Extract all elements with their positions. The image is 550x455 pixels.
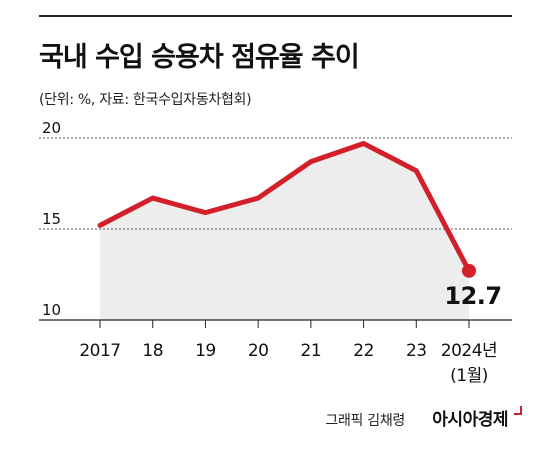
chart-subtitle: (단위: %, 자료: 한국수입자동차협회)	[39, 92, 252, 108]
x-tick-label: 22	[353, 341, 374, 361]
value-label-2024: 12.7	[444, 282, 501, 310]
x-tick-label: 23	[406, 341, 427, 361]
y-tick-label: 20	[42, 119, 61, 137]
top-rule	[39, 15, 512, 17]
data-point-2024	[462, 263, 476, 278]
graphic-credit: 그래픽 김채령	[325, 410, 405, 430]
x-tick-label: 2017	[79, 341, 120, 361]
area-fill	[100, 143, 469, 320]
y-tick-label: 10	[42, 301, 61, 319]
x-tick-label: 19	[195, 341, 216, 361]
x-tick-note: (1월)	[450, 366, 488, 386]
x-tick-label: 20	[248, 341, 269, 361]
brand-logo-text: 아시아경제	[432, 410, 508, 430]
x-tick-label: 18	[142, 341, 163, 361]
x-tick-label: 21	[301, 341, 322, 361]
series-line	[97, 140, 472, 274]
x-tick-label: 2024년	[441, 341, 497, 361]
credit-text: 그래픽 김채령	[325, 413, 405, 429]
chart-title: 국내 수입 승용차 점유율 추이	[39, 42, 360, 73]
brand-mark-icon	[514, 406, 522, 415]
y-tick-label: 15	[42, 210, 61, 228]
